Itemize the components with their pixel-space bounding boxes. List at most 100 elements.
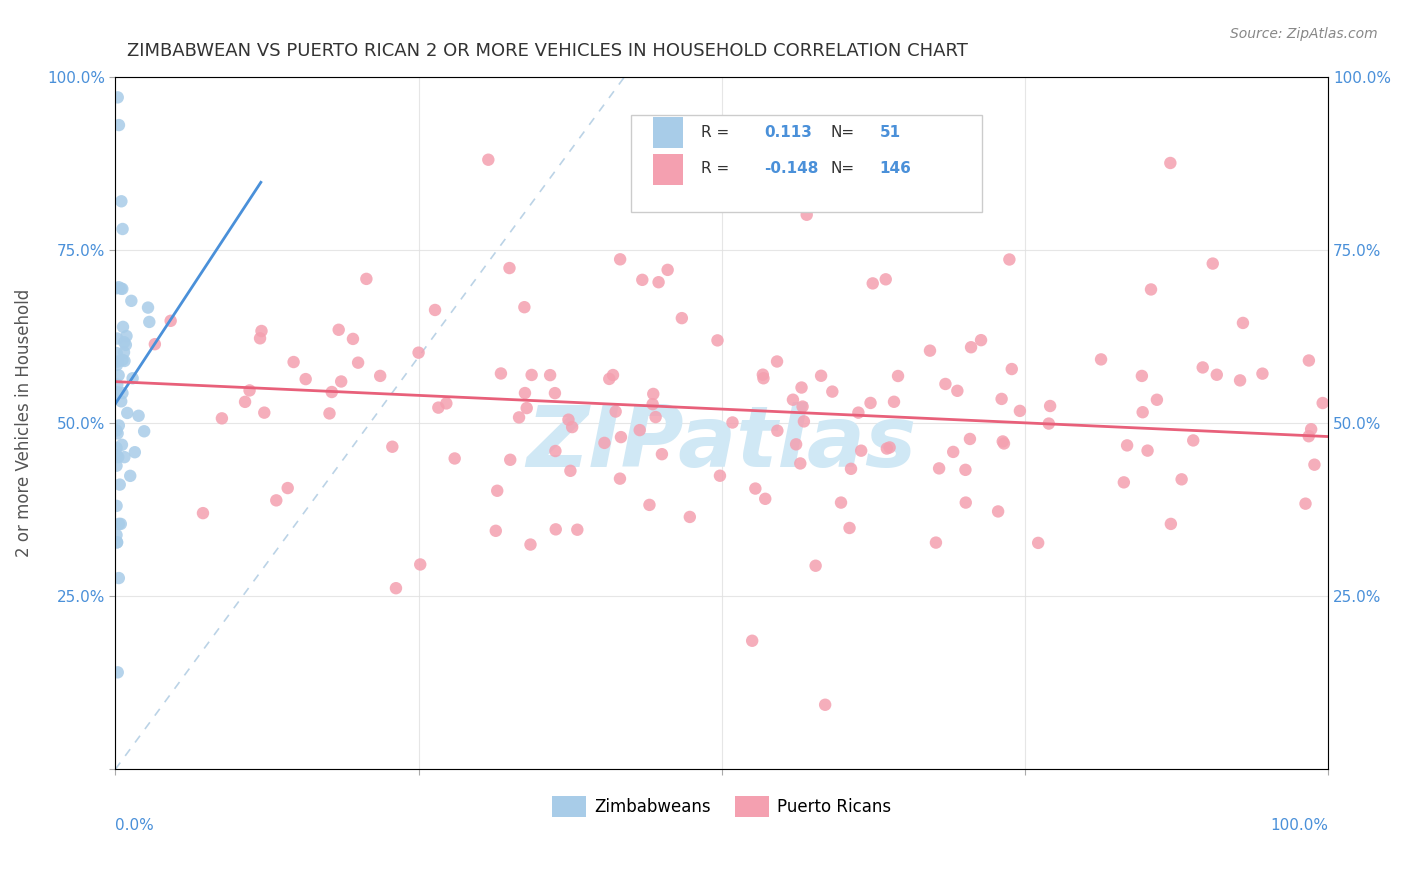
Text: ZIPatlas: ZIPatlas xyxy=(527,402,917,485)
Puerto Ricans xyxy=(434,396,457,410)
Puerto Ricans xyxy=(942,445,965,459)
Zimbabweans xyxy=(105,332,128,346)
Puerto Ricans xyxy=(1140,282,1163,296)
Zimbabweans xyxy=(107,450,129,464)
Zimbabweans xyxy=(111,282,134,296)
Puerto Ricans xyxy=(1116,438,1139,452)
Puerto Ricans xyxy=(1232,316,1254,330)
Puerto Ricans xyxy=(356,272,378,286)
Puerto Ricans xyxy=(810,368,832,383)
Puerto Ricans xyxy=(1038,417,1060,431)
Puerto Ricans xyxy=(1295,497,1317,511)
Puerto Ricans xyxy=(679,510,702,524)
Zimbabweans xyxy=(105,458,128,473)
Puerto Ricans xyxy=(946,384,969,398)
Zimbabweans xyxy=(110,282,132,296)
Zimbabweans xyxy=(105,385,128,400)
Puerto Ricans xyxy=(744,482,766,496)
Puerto Ricans xyxy=(1090,352,1112,367)
Puerto Ricans xyxy=(752,371,775,385)
Puerto Ricans xyxy=(883,394,905,409)
Zimbabweans xyxy=(111,386,134,401)
Zimbabweans xyxy=(111,319,134,334)
Puerto Ricans xyxy=(789,457,811,471)
Puerto Ricans xyxy=(887,369,910,384)
Zimbabweans xyxy=(108,118,131,132)
Text: R =: R = xyxy=(702,161,730,177)
Puerto Ricans xyxy=(991,434,1014,449)
Puerto Ricans xyxy=(423,303,446,318)
Puerto Ricans xyxy=(741,633,763,648)
Zimbabweans xyxy=(105,377,128,392)
Puerto Ricans xyxy=(567,523,589,537)
Zimbabweans xyxy=(110,194,132,209)
Puerto Ricans xyxy=(294,372,316,386)
Puerto Ricans xyxy=(709,468,731,483)
Puerto Ricans xyxy=(848,406,870,420)
Puerto Ricans xyxy=(602,368,624,382)
Puerto Ricans xyxy=(638,498,661,512)
Zimbabweans xyxy=(105,424,128,438)
Zimbabweans xyxy=(105,281,128,295)
Puerto Ricans xyxy=(443,451,465,466)
Puerto Ricans xyxy=(385,581,408,595)
Puerto Ricans xyxy=(560,464,582,478)
Text: Source: ZipAtlas.com: Source: ZipAtlas.com xyxy=(1230,27,1378,41)
Puerto Ricans xyxy=(925,535,948,549)
Puerto Ricans xyxy=(513,300,536,314)
Puerto Ricans xyxy=(1312,396,1334,410)
Puerto Ricans xyxy=(610,430,633,444)
Puerto Ricans xyxy=(796,208,818,222)
Zimbabweans xyxy=(112,450,135,465)
Puerto Ricans xyxy=(859,396,882,410)
Puerto Ricans xyxy=(766,354,789,368)
Zimbabweans xyxy=(108,516,131,531)
Puerto Ricans xyxy=(1026,536,1049,550)
Text: 0.0%: 0.0% xyxy=(115,818,155,833)
Zimbabweans xyxy=(134,424,156,438)
Puerto Ricans xyxy=(793,414,815,428)
Zimbabweans xyxy=(115,338,138,352)
Zimbabweans xyxy=(110,394,132,409)
Puerto Ricans xyxy=(862,277,884,291)
Puerto Ricans xyxy=(1202,256,1225,270)
Puerto Ricans xyxy=(520,368,543,382)
Text: R =: R = xyxy=(702,125,730,140)
Puerto Ricans xyxy=(766,424,789,438)
Zimbabweans xyxy=(105,528,128,542)
Puerto Ricans xyxy=(993,436,1015,450)
Puerto Ricans xyxy=(928,461,950,475)
Puerto Ricans xyxy=(277,481,299,495)
Zimbabweans xyxy=(105,535,128,549)
Puerto Ricans xyxy=(792,400,814,414)
Puerto Ricans xyxy=(790,380,813,394)
Puerto Ricans xyxy=(987,504,1010,518)
Text: N=: N= xyxy=(831,161,855,177)
Puerto Ricans xyxy=(1229,373,1251,387)
Puerto Ricans xyxy=(782,392,804,407)
Puerto Ricans xyxy=(651,447,673,461)
Puerto Ricans xyxy=(721,416,744,430)
Zimbabweans xyxy=(115,329,138,343)
Puerto Ricans xyxy=(990,392,1012,406)
Puerto Ricans xyxy=(321,384,343,399)
Puerto Ricans xyxy=(519,538,541,552)
Puerto Ricans xyxy=(408,345,430,359)
Puerto Ricans xyxy=(593,436,616,450)
Zimbabweans xyxy=(105,358,128,372)
Zimbabweans xyxy=(112,335,135,350)
Puerto Ricans xyxy=(1182,434,1205,448)
Puerto Ricans xyxy=(328,323,350,337)
Puerto Ricans xyxy=(1298,353,1320,368)
Puerto Ricans xyxy=(970,333,993,347)
Puerto Ricans xyxy=(628,423,651,437)
FancyBboxPatch shape xyxy=(631,115,983,211)
Puerto Ricans xyxy=(631,273,654,287)
Zimbabweans xyxy=(108,571,131,585)
Puerto Ricans xyxy=(644,410,666,425)
Puerto Ricans xyxy=(955,495,977,509)
Puerto Ricans xyxy=(998,252,1021,267)
Puerto Ricans xyxy=(253,406,276,420)
Puerto Ricans xyxy=(849,443,872,458)
Puerto Ricans xyxy=(1136,443,1159,458)
